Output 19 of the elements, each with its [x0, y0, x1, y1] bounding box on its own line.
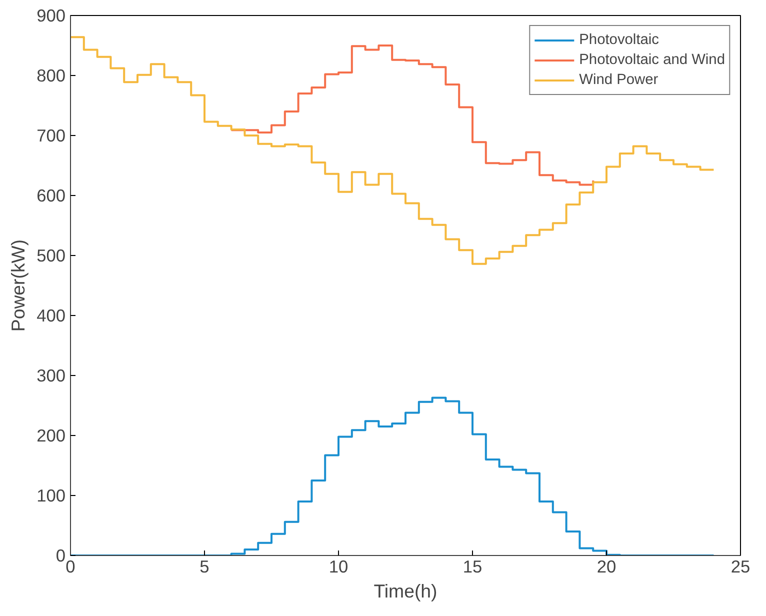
y-tick-label: 900	[36, 6, 66, 26]
y-tick-label: 600	[36, 186, 66, 206]
x-tick-label: 10	[328, 556, 348, 576]
x-tick-label: 15	[462, 556, 482, 576]
legend-label: Photovoltaic	[579, 32, 659, 48]
legend-label: Photovoltaic and Wind	[579, 52, 725, 68]
y-tick-label: 300	[36, 366, 66, 386]
x-tick-label: 5	[200, 556, 210, 576]
y-axis-title: Power(kW)	[8, 239, 29, 332]
y-tick-label: 100	[36, 486, 66, 506]
x-tick-label: 20	[596, 556, 616, 576]
y-tick-label: 800	[36, 66, 66, 86]
x-axis-title: Time(h)	[374, 580, 438, 602]
y-tick-label: 200	[36, 426, 66, 446]
y-tick-label: 500	[36, 246, 66, 266]
y-tick-label: 400	[36, 306, 66, 326]
y-tick-label: 700	[36, 126, 66, 146]
x-tick-label: 25	[730, 556, 750, 576]
legend-label: Wind Power	[579, 72, 658, 88]
